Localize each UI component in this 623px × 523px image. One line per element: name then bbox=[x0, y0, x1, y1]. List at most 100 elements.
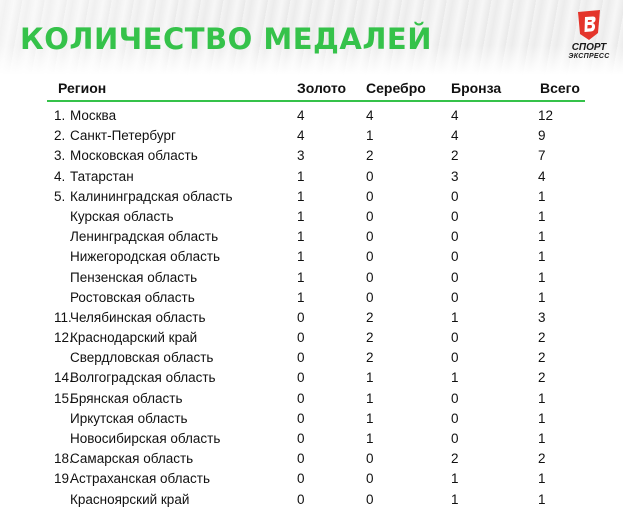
total-count: 2 bbox=[538, 330, 546, 346]
silver-count: 0 bbox=[366, 269, 374, 285]
table-row: 4. Татарстан 1 0 3 4 bbox=[0, 167, 623, 187]
total-count: 2 bbox=[538, 350, 546, 366]
silver-count: 0 bbox=[366, 229, 374, 245]
total-count: 9 bbox=[538, 128, 546, 144]
logo-text-express: ЭКСПРЕСС bbox=[568, 53, 610, 60]
table-row: 3. Московская область 3 2 2 7 bbox=[0, 146, 623, 166]
bronze-count: 0 bbox=[451, 208, 459, 224]
gold-count: 4 bbox=[297, 108, 305, 123]
rank-number: 3. bbox=[54, 148, 66, 164]
region-name: Татарстан bbox=[70, 168, 134, 184]
column-header-total: Всего bbox=[540, 80, 580, 96]
gold-count: 0 bbox=[297, 451, 305, 467]
total-count: 4 bbox=[538, 168, 546, 184]
medal-table-body: 1. Москва 4 4 4 12 2. Санкт-Петербург 4 1 4 9 3. Моск… bbox=[0, 106, 623, 510]
gold-count: 4 bbox=[297, 128, 305, 144]
silver-count: 1 bbox=[366, 370, 374, 386]
gold-count: 0 bbox=[297, 390, 305, 406]
bronze-count: 0 bbox=[451, 229, 459, 245]
bronze-count: 0 bbox=[451, 249, 459, 265]
table-row: Иркутская область 0 1 0 1 bbox=[0, 409, 623, 429]
silver-count: 1 bbox=[366, 410, 374, 426]
rank-number: 2. bbox=[54, 128, 66, 144]
gold-count: 0 bbox=[297, 491, 305, 507]
table-row: Курская область 1 0 0 1 bbox=[0, 207, 623, 227]
rank-number: 14. bbox=[54, 370, 73, 386]
table-row: 15. Брянская область 0 1 0 1 bbox=[0, 389, 623, 409]
total-count: 3 bbox=[538, 309, 546, 325]
bronze-count: 0 bbox=[451, 410, 459, 426]
total-count: 1 bbox=[538, 208, 546, 224]
region-name: Московская область bbox=[70, 148, 198, 164]
total-count: 1 bbox=[538, 249, 546, 265]
total-count: 1 bbox=[538, 390, 546, 406]
bronze-count: 0 bbox=[451, 431, 459, 446]
total-count: 7 bbox=[538, 148, 546, 164]
gold-count: 0 bbox=[297, 370, 305, 386]
bronze-count: 0 bbox=[451, 289, 459, 305]
silver-count: 0 bbox=[366, 471, 374, 487]
gold-count: 1 bbox=[297, 289, 305, 305]
total-count: 1 bbox=[538, 491, 546, 507]
silver-count: 2 bbox=[366, 309, 374, 325]
bronze-count: 3 bbox=[451, 168, 459, 184]
bronze-count: 0 bbox=[451, 390, 459, 406]
silver-count: 0 bbox=[366, 188, 374, 204]
total-count: 1 bbox=[538, 188, 546, 204]
page-title: КОЛИЧЕСТВО МЕДАЛЕЙ bbox=[20, 22, 432, 56]
rank-number: 5. bbox=[54, 188, 66, 204]
gold-count: 1 bbox=[297, 168, 305, 184]
region-name: Самарская область bbox=[70, 451, 194, 467]
total-count: 2 bbox=[538, 370, 546, 386]
rank-number: 12. bbox=[54, 330, 73, 346]
rank-number: 11. bbox=[54, 309, 72, 325]
region-name: Москва bbox=[70, 108, 117, 123]
bronze-count: 1 bbox=[451, 471, 459, 487]
bronze-count: 0 bbox=[451, 330, 459, 346]
table-row: 14. Волгоградская область 0 1 1 2 bbox=[0, 368, 623, 388]
table-row: 5. Калининградская область 1 0 0 1 bbox=[0, 187, 623, 207]
table-row: Нижегородская область 1 0 0 1 bbox=[0, 247, 623, 267]
logo-shield-icon bbox=[578, 10, 600, 40]
gold-count: 0 bbox=[297, 309, 305, 325]
gold-count: 1 bbox=[297, 269, 305, 285]
bronze-count: 2 bbox=[451, 148, 459, 164]
table-row: 11. Челябинская область 0 2 1 3 bbox=[0, 308, 623, 328]
region-name: Ростовская область bbox=[70, 289, 195, 305]
silver-count: 2 bbox=[366, 330, 374, 346]
table-row: 19. Астраханская область 0 0 1 1 bbox=[0, 469, 623, 489]
header-banner bbox=[0, 0, 623, 75]
region-name: Калининградская область bbox=[70, 188, 233, 204]
silver-count: 0 bbox=[366, 168, 374, 184]
total-count: 1 bbox=[538, 431, 546, 446]
gold-count: 1 bbox=[297, 188, 305, 204]
total-count: 1 bbox=[538, 410, 546, 426]
rank-number: 18. bbox=[54, 451, 73, 467]
total-count: 1 bbox=[538, 471, 546, 487]
gold-count: 1 bbox=[297, 208, 305, 224]
silver-count: 0 bbox=[366, 491, 374, 507]
gold-count: 0 bbox=[297, 330, 305, 346]
table-row: Красноярский край 0 0 1 1 bbox=[0, 490, 623, 510]
rank-number: 15. bbox=[54, 390, 73, 406]
bronze-count: 4 bbox=[451, 108, 459, 123]
rank-number: 1. bbox=[54, 108, 66, 123]
total-count: 12 bbox=[538, 108, 554, 123]
bronze-count: 2 bbox=[451, 451, 459, 467]
total-count: 1 bbox=[538, 229, 546, 245]
bronze-count: 1 bbox=[451, 370, 459, 386]
region-name: Пензенская область bbox=[70, 269, 198, 285]
column-header-gold: Золото bbox=[297, 80, 347, 96]
gold-count: 3 bbox=[297, 148, 305, 164]
silver-count: 1 bbox=[366, 431, 374, 446]
gold-count: 0 bbox=[297, 350, 305, 366]
silver-count: 1 bbox=[366, 390, 374, 406]
table-row: Ленинградская область 1 0 0 1 bbox=[0, 227, 623, 247]
gold-count: 0 bbox=[297, 431, 305, 446]
region-name: Краснодарский край bbox=[70, 330, 198, 346]
region-name: Нижегородская область bbox=[70, 249, 221, 265]
region-name: Иркутская область bbox=[70, 410, 188, 426]
region-name: Новосибирская область bbox=[70, 431, 221, 446]
silver-count: 1 bbox=[366, 128, 374, 144]
